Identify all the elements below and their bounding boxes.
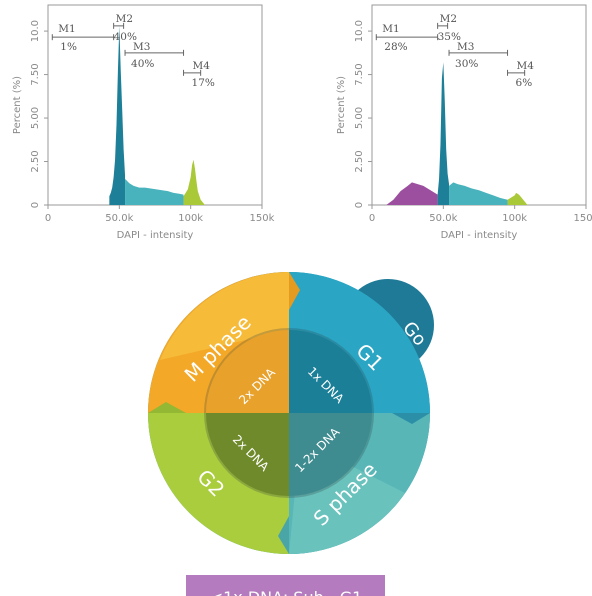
plot-frame [47,4,263,206]
gate-name: M1 [382,23,399,35]
y-tick-label: 10.0 [354,20,365,42]
gate-name: M3 [133,41,150,53]
gate-name: M2 [440,13,457,25]
cell-cycle-diagram: Go G1 S phase G2 M phase 2x DNA 1x DNA 2… [148,272,434,554]
gate-name: M1 [58,23,75,35]
y-tick-label: 7.50 [354,63,365,85]
y-tick-label: 0 [30,202,41,208]
sub-g1-legend-box [186,575,385,596]
gate-percent: 35% [438,31,461,43]
series-area-0 [386,182,438,205]
x-axis-label: DAPI - intensity [441,230,518,241]
series-area-3 [507,192,528,205]
y-tick-label: 5.00 [354,107,365,129]
inner-bl [206,413,289,496]
y-tick-label: 10.0 [30,20,41,42]
series-area-2 [125,178,184,205]
inner-tl [206,330,289,413]
m-phase-highlight [160,272,289,360]
x-tick-label: 0 [45,213,51,224]
series-area-2 [449,182,508,205]
x-tick-label: 0 [369,213,375,224]
gate-percent: 6% [516,77,533,89]
x-axis-label: DAPI - intensity [117,230,194,241]
gate-percent: 30% [455,58,478,70]
series-area-1 [437,62,450,206]
histogram-right: 0 50.0k 100k 150k 0 2.50 5.00 7.50 10.0 DAPI - in… [336,4,592,241]
inner-tr [289,330,372,413]
arrow-tip-g2 [148,402,186,413]
y-axis-label: Percent (%) [336,76,347,134]
gate-name: M2 [116,13,133,25]
x-tick-label: 150k [574,213,592,224]
y-tick-label: 2.50 [354,150,365,172]
gate-name: M4 [193,60,211,72]
inner-br [289,413,372,496]
x-tick-label: 100k [178,213,203,224]
gate-percent: 28% [384,41,407,53]
arrow-tip-g1 [392,413,430,424]
x-tick-label: 50.0k [105,213,133,224]
x-tick-label: 100k [502,213,527,224]
y-tick-label: 2.50 [30,150,41,172]
gate-percent: 1% [60,41,77,53]
plot-frame [371,4,587,206]
x-tick-label: 50.0k [429,213,457,224]
series-area-1 [109,25,126,205]
gate-percent: 40% [114,31,137,43]
y-axis-label: Percent (%) [12,76,23,134]
arrow-tip-s [278,516,289,554]
gate-name: M3 [457,41,474,53]
gate-percent: 17% [192,77,215,89]
y-tick-label: 0 [354,202,365,208]
histogram-left: 0 50.0k 100k 150k 0 2.50 5.00 7.50 10.0 DAPI - in… [12,4,275,241]
y-tick-label: 7.50 [30,63,41,85]
y-tick-label: 5.00 [30,107,41,129]
arrow-tip-m [289,272,300,310]
x-tick-label: 150k [250,213,275,224]
sub-g1-legend-label: <1x DNA: Sub - G1 [210,588,363,596]
series-area-3 [183,159,205,205]
gate-percent: 40% [131,58,154,70]
gate-name: M4 [517,60,535,72]
